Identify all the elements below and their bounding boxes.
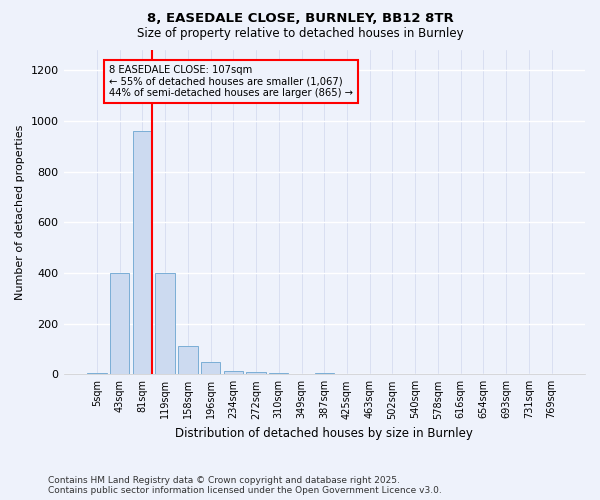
Text: 8, EASEDALE CLOSE, BURNLEY, BB12 8TR: 8, EASEDALE CLOSE, BURNLEY, BB12 8TR — [146, 12, 454, 26]
Bar — [269, 373, 289, 374]
Text: 8 EASEDALE CLOSE: 107sqm
← 55% of detached houses are smaller (1,067)
44% of sem: 8 EASEDALE CLOSE: 107sqm ← 55% of detach… — [109, 65, 353, 98]
Y-axis label: Number of detached properties: Number of detached properties — [15, 124, 25, 300]
Bar — [87, 373, 107, 374]
Bar — [110, 273, 130, 374]
X-axis label: Distribution of detached houses by size in Burnley: Distribution of detached houses by size … — [175, 427, 473, 440]
Bar — [155, 273, 175, 374]
Bar — [201, 362, 220, 374]
Text: Size of property relative to detached houses in Burnley: Size of property relative to detached ho… — [137, 28, 463, 40]
Text: Contains HM Land Registry data © Crown copyright and database right 2025.
Contai: Contains HM Land Registry data © Crown c… — [48, 476, 442, 495]
Bar — [133, 131, 152, 374]
Bar — [247, 372, 266, 374]
Bar — [224, 370, 243, 374]
Bar — [314, 373, 334, 374]
Bar — [178, 346, 197, 374]
